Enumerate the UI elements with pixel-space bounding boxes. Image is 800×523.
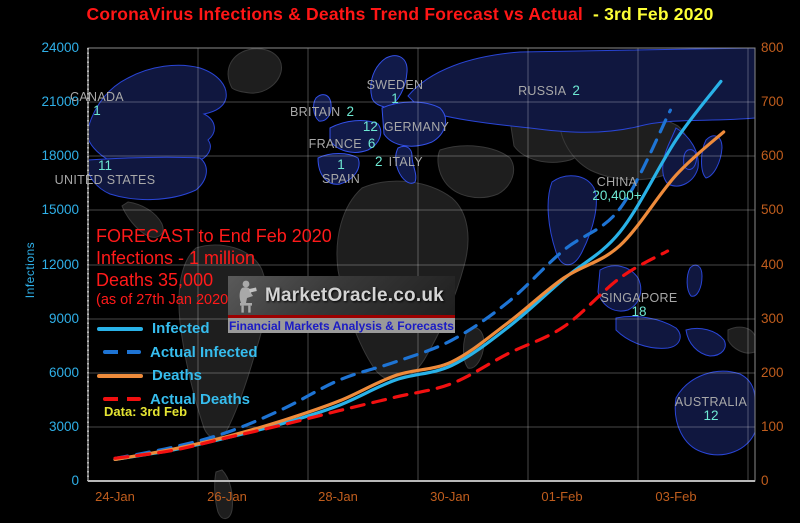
map-southeast-asia xyxy=(597,265,642,312)
x-axis-tick: 30-Jan xyxy=(430,489,470,504)
x-axis-tick: 28-Jan xyxy=(318,489,358,504)
x-axis-tick: 26-Jan xyxy=(207,489,247,504)
map-india xyxy=(547,175,597,266)
country-label-russia: RUSSIA 2 xyxy=(518,83,580,99)
map-iberia xyxy=(317,153,360,185)
series-lines xyxy=(113,79,726,461)
left-axis-tick: 18000 xyxy=(41,148,79,163)
right-axis-tick: 300 xyxy=(761,311,784,326)
map-italy xyxy=(395,145,417,184)
country-label-spain: 1 SPAIN xyxy=(321,157,361,187)
series-line-actual-infected xyxy=(113,108,672,460)
marketoracle-logo-box: MarketOracle.co.uk xyxy=(228,276,455,318)
series-line-actual-deaths xyxy=(113,249,670,460)
map-philippines xyxy=(686,264,703,297)
map-central-europe xyxy=(381,101,447,147)
map-new-guinea xyxy=(727,326,755,354)
left-axis-title: Infections xyxy=(23,241,37,299)
country-label-australia: AUSTRALIA 12 xyxy=(674,395,748,423)
map-australia xyxy=(674,370,755,456)
map-middle-east xyxy=(437,145,514,198)
oracle-statue-icon xyxy=(239,280,257,313)
x-axis-tick: 01-Feb xyxy=(541,489,583,504)
marketoracle-brand: MarketOracle.co.uk xyxy=(265,284,444,306)
forecast-line-1: FORECAST to End Feb 2020 xyxy=(96,226,332,246)
world-map xyxy=(88,48,755,456)
legend-item-infected: Infected xyxy=(97,317,258,341)
map-south-america-tail xyxy=(214,469,233,519)
legend-swatch xyxy=(103,397,141,402)
map-britain xyxy=(313,94,332,122)
country-label-italy: 2 ITALY xyxy=(375,154,423,170)
map-indonesia-west xyxy=(615,315,681,349)
legend-swatch xyxy=(97,326,143,331)
right-axis-tick: 400 xyxy=(761,257,784,272)
forecast-line-4: (as of 27th Jan 2020) xyxy=(96,292,234,308)
map-russia xyxy=(407,48,755,133)
x-axis-tick: 24-Jan xyxy=(95,489,135,504)
legend-item-deaths: Deaths xyxy=(97,364,258,388)
country-label-singapore: SINGAPORE 18 xyxy=(600,291,678,319)
chart-title-main: CoronaVirus Infections & Deaths Trend Fo… xyxy=(86,4,583,24)
legend-swatch xyxy=(97,373,143,378)
gridlines xyxy=(88,48,755,481)
forecast-annotation: FORECAST to End Feb 2020 Infections - 1 … xyxy=(96,225,332,310)
country-label-china: CHINA 20,400+ xyxy=(592,175,642,203)
left-axis-tick: 24000 xyxy=(41,40,79,55)
country-label-united-states: 11 UNITED STATES xyxy=(54,158,156,188)
marketoracle-tagline-banner: Financial Markets Analysis & Forecasts xyxy=(228,318,455,333)
chart-title: CoronaVirus Infections & Deaths Trend Fo… xyxy=(0,4,800,25)
map-usa xyxy=(88,156,207,201)
data-note: Data: 3rd Feb xyxy=(104,404,188,419)
right-axis-tick: 200 xyxy=(761,365,784,380)
right-axis-tick: 0 xyxy=(761,473,769,488)
chart-title-date: - 3rd Feb 2020 xyxy=(593,4,714,24)
right-axis-tick: 800 xyxy=(761,40,784,55)
marketoracle-tagline: Financial Markets Analysis & Forecasts xyxy=(229,318,454,333)
right-axis-tick: 700 xyxy=(761,94,784,109)
country-label-sweden: SWEDEN 1 xyxy=(366,78,424,106)
left-axis-tick: 9000 xyxy=(48,311,79,326)
map-greenland xyxy=(227,48,282,94)
forecast-line-3: Deaths 35,000 xyxy=(96,270,214,290)
map-mexico xyxy=(121,201,164,238)
left-axis-tick: 15000 xyxy=(41,202,79,217)
left-axis-tick: 21000 xyxy=(41,94,79,109)
marketoracle-watermark: MarketOracle.co.uk Financial Markets Ana… xyxy=(228,276,455,333)
country-label-britain: BRITAIN 2 xyxy=(290,104,354,120)
forecast-line-2: Infections - 1 million xyxy=(96,248,256,268)
left-axis-tick: 12000 xyxy=(41,257,79,272)
right-axis-tick: 500 xyxy=(761,202,784,217)
map-indonesia-east xyxy=(685,327,726,357)
chart-legend: Infected Actual Infected Deaths Actual D… xyxy=(97,317,258,411)
right-axis-tick: 600 xyxy=(761,148,784,163)
left-axis-tick: 0 xyxy=(71,473,79,488)
right-axis-tick: 100 xyxy=(761,419,784,434)
left-axis-tick: 6000 xyxy=(48,365,79,380)
left-axis-tick: 3000 xyxy=(48,419,79,434)
x-axis-tick: 03-Feb xyxy=(655,489,697,504)
country-label-germany: 12 GERMANY xyxy=(362,119,450,135)
map-scandinavia xyxy=(370,55,408,109)
map-france xyxy=(329,120,382,153)
country-label-canada: CANADA 1 xyxy=(70,90,124,118)
country-label-france: FRANCE 6 xyxy=(308,136,376,152)
legend-item-actual-infected: Actual Infected xyxy=(97,341,258,365)
legend-item-actual-deaths: Actual Deaths xyxy=(97,388,258,412)
legend-swatch xyxy=(103,350,141,355)
